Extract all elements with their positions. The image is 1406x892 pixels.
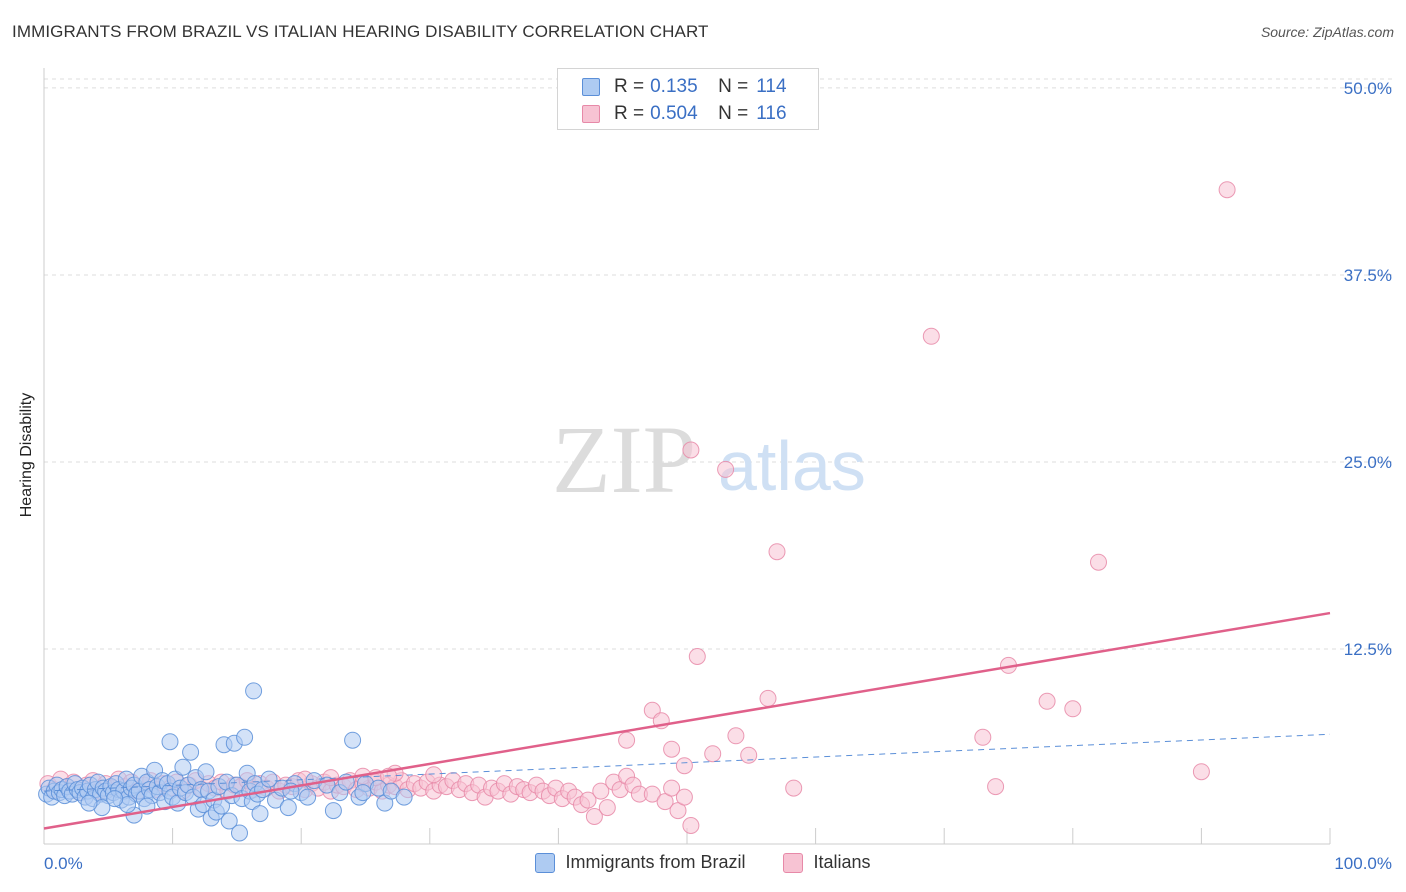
legend-swatch-italians <box>582 105 600 123</box>
point-italians <box>663 740 681 758</box>
legend-n-value: 116 <box>756 103 787 124</box>
legend-item-brazil[interactable]: Immigrants from Brazil <box>535 852 745 873</box>
point-brazil <box>299 788 317 806</box>
x-tick-label-max: 100.0% <box>1334 854 1392 873</box>
point-brazil <box>395 788 413 806</box>
series-legend: Immigrants from Brazil Italians <box>0 852 1406 873</box>
data-points <box>38 181 1236 842</box>
point-italians <box>922 327 940 345</box>
point-italians <box>675 757 693 775</box>
point-italians <box>740 746 758 764</box>
legend-n-label: N = <box>718 76 749 97</box>
watermark-atlas: atlas <box>718 427 866 505</box>
watermark-zip: ZIP <box>552 406 696 513</box>
trendlines <box>43 611 1331 830</box>
point-italians <box>1192 763 1210 781</box>
chart-title: IMMIGRANTS FROM BRAZIL VS ITALIAN HEARIN… <box>12 22 709 41</box>
point-italians <box>688 648 706 665</box>
y-tick-label: 50.0% <box>1344 79 1392 98</box>
point-brazil <box>106 790 124 808</box>
watermark: ZIP atlas <box>552 406 866 513</box>
legend-r-value: 0.504 <box>650 103 698 124</box>
point-italians <box>682 817 700 834</box>
tick-labels: 12.5% 25.0% 37.5% 50.0% 0.0% 100.0% <box>44 79 1392 873</box>
legend-swatch-brazil <box>535 852 556 873</box>
point-brazil <box>220 812 238 830</box>
point-brazil <box>279 799 297 817</box>
legend-swatch-italians <box>783 852 804 873</box>
point-italians <box>1064 700 1082 718</box>
point-brazil <box>197 763 215 781</box>
point-italians <box>785 779 803 797</box>
legend-r-label: R = <box>614 76 645 97</box>
x-tick-label-min: 0.0% <box>44 854 83 873</box>
trendline-italians <box>43 611 1331 830</box>
gridlines <box>44 78 1392 650</box>
point-italians <box>759 689 777 707</box>
y-tick-label: 12.5% <box>1344 640 1392 659</box>
legend-r-value: 0.135 <box>650 76 698 97</box>
point-brazil <box>324 802 342 820</box>
point-italians <box>717 460 735 478</box>
point-brazil <box>161 733 179 751</box>
point-italians <box>987 778 1005 796</box>
point-italians <box>675 788 693 806</box>
legend-swatch-brazil <box>582 78 600 96</box>
legend-r-label: R = <box>614 103 645 124</box>
point-italians <box>579 791 597 809</box>
legend-label-brazil: Immigrants from Brazil <box>565 852 746 872</box>
point-italians <box>682 441 700 459</box>
point-brazil <box>245 682 263 700</box>
point-brazil <box>236 728 254 746</box>
point-italians <box>598 799 616 817</box>
point-brazil <box>80 794 98 812</box>
point-italians <box>1038 692 1056 710</box>
legend-label-italians: Italians <box>813 852 871 872</box>
point-italians <box>1218 181 1236 199</box>
legend-row-italians: R = 0.504 N = 116 <box>582 102 787 126</box>
point-brazil <box>231 824 248 842</box>
legend-item-italians[interactable]: Italians <box>783 852 871 873</box>
point-brazil <box>260 770 278 788</box>
point-brazil <box>344 731 362 749</box>
point-italians <box>1090 553 1107 571</box>
point-italians <box>643 785 661 803</box>
legend-n-label: N = <box>718 103 749 124</box>
point-italians <box>727 727 745 745</box>
point-italians <box>425 766 443 784</box>
point-italians <box>585 808 603 825</box>
stats-legend: R = 0.135 N = 114 R = 0.504 N = 116 <box>557 68 819 130</box>
legend-row-brazil: R = 0.135 N = 114 <box>582 75 787 99</box>
source-label: Source: ZipAtlas.com <box>1260 24 1394 40</box>
point-italians <box>974 728 992 746</box>
point-italians <box>704 745 722 763</box>
point-italians <box>592 782 610 800</box>
point-brazil <box>174 758 192 776</box>
point-brazil <box>354 784 372 802</box>
point-italians <box>768 543 786 561</box>
y-tick-label: 25.0% <box>1344 453 1392 472</box>
point-italians <box>663 779 681 797</box>
point-italians <box>656 793 674 811</box>
point-brazil <box>182 743 200 761</box>
point-italians <box>618 731 636 749</box>
point-brazil <box>251 805 269 823</box>
y-tick-label: 37.5% <box>1344 266 1392 285</box>
trendline-brazil <box>43 733 1331 792</box>
legend-n-value: 114 <box>756 76 787 97</box>
